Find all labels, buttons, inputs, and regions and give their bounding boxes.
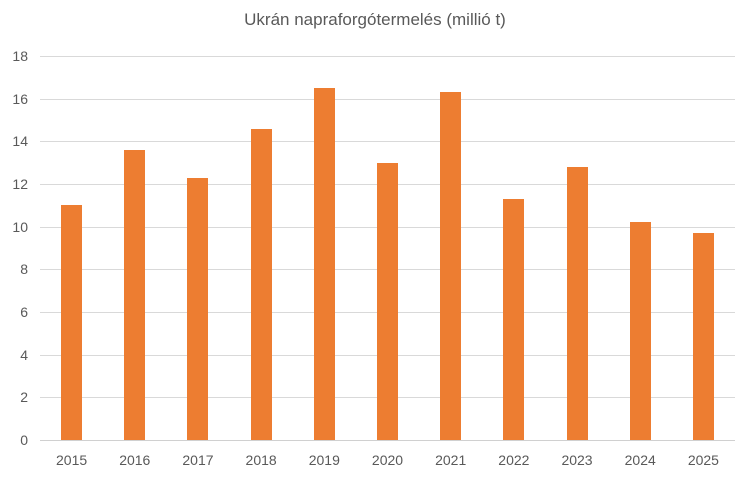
bar-2022 — [503, 198, 525, 440]
bar-2015 — [61, 205, 83, 440]
y-tick-label-6: 6 — [20, 304, 28, 320]
plot-area — [40, 56, 735, 441]
x-tick-label-2021: 2021 — [435, 452, 467, 468]
y-tick-label-12: 12 — [12, 176, 28, 192]
x-tick-label-2025: 2025 — [687, 452, 719, 468]
y-tick-label-2: 2 — [20, 389, 28, 406]
x-tick-label-2016: 2016 — [119, 452, 151, 468]
y-axis-labels: 0 2 4 6 8 10 12 14 16 18 — [0, 48, 30, 448]
y-tick-label-0: 0 — [20, 432, 28, 448]
x-axis-line — [40, 440, 735, 441]
gridline — [40, 56, 735, 57]
bar-2025 — [692, 233, 714, 440]
x-tick-label-2022: 2022 — [498, 452, 530, 468]
y-tick-label-16: 16 — [12, 90, 28, 107]
y-tick-label-4: 4 — [20, 346, 28, 363]
x-tick-label-2018: 2018 — [245, 452, 277, 468]
bar-2023 — [566, 166, 588, 440]
x-tick-label-2020: 2020 — [371, 452, 404, 468]
x-tick-label-2019: 2019 — [308, 452, 340, 468]
bar-2024 — [629, 222, 651, 440]
y-tick-label-14: 14 — [12, 133, 28, 150]
x-axis-labels: 2015 2016 2017 2018 2019 2020 2021 2022 2023 2024… — [40, 440, 735, 472]
bars — [40, 56, 735, 440]
bar-2016 — [124, 149, 146, 440]
x-tick-label-2015: 2015 — [56, 452, 88, 468]
bar-2018 — [250, 128, 272, 440]
y-tick-label-10: 10 — [12, 218, 28, 235]
x-tick-label-2017: 2017 — [182, 452, 214, 468]
bar-2017 — [187, 177, 209, 440]
gridline — [40, 141, 735, 143]
y-tick-label-18: 18 — [12, 48, 28, 64]
x-tick-label-2024: 2024 — [624, 452, 656, 468]
bar-2019 — [313, 88, 335, 440]
bar-2020 — [377, 162, 398, 440]
bar-2021 — [440, 92, 462, 440]
gridline — [40, 98, 735, 100]
y-tick-label-8: 8 — [20, 261, 28, 278]
x-tick-label-2023: 2023 — [561, 452, 593, 468]
chart-title: Ukrán napraforgótermelés (millió t) — [244, 10, 506, 29]
